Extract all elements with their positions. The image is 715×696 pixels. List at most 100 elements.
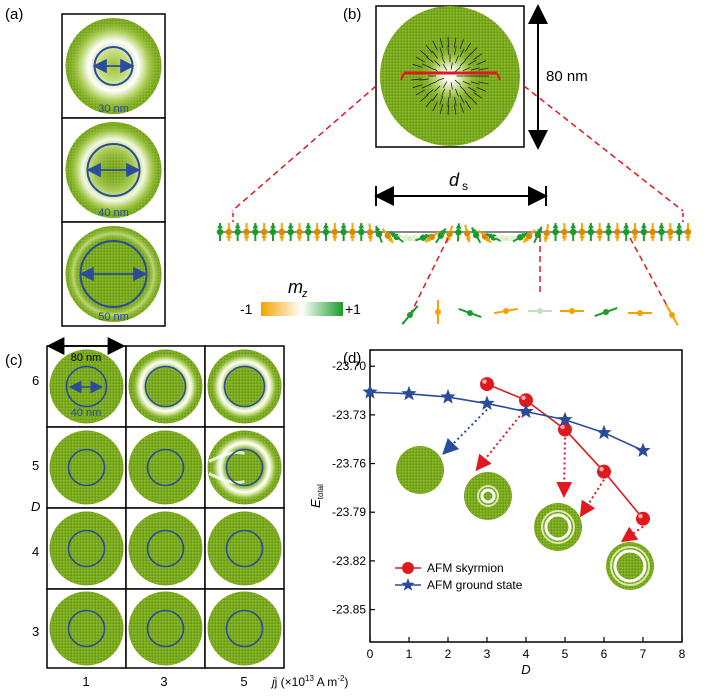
spin-arrow	[459, 85, 466, 92]
row-label-6: 6	[32, 373, 39, 388]
chain-atom	[384, 232, 391, 239]
chain-atom	[278, 228, 286, 236]
spin-arrow	[439, 47, 444, 56]
chain-atom	[596, 228, 603, 236]
spin-arrow	[459, 94, 465, 104]
chain-spin-head	[552, 223, 559, 229]
series-line	[369, 391, 644, 452]
spin-arrow	[442, 81, 448, 88]
data-point	[597, 464, 611, 479]
row-label-5: 5	[32, 458, 39, 473]
data-point	[401, 385, 417, 401]
grid-disk	[128, 511, 203, 586]
chain-atom	[375, 230, 383, 238]
chain-spin-head	[623, 223, 630, 229]
x-tick-label: 5	[562, 647, 569, 661]
spin-arrow	[447, 97, 449, 107]
grid-ring	[128, 349, 203, 424]
data-point	[479, 395, 495, 411]
chain-spin-head	[570, 223, 577, 229]
chain-spin-head	[375, 225, 381, 232]
chain-atom	[260, 228, 268, 236]
spin-arrow	[478, 67, 489, 71]
diameter-label-40: 40 nm	[98, 207, 129, 219]
chain-spin-head	[287, 223, 294, 229]
grid-core-circle	[146, 529, 185, 568]
panel-c-phase-grid	[46, 345, 285, 669]
y-tick-label: -23.70	[332, 359, 366, 373]
chain-spin-head	[685, 235, 691, 241]
grid-disk	[128, 591, 203, 666]
chain-atom	[508, 234, 515, 242]
spin-arrow	[441, 88, 446, 97]
diameter-label-30: 30 nm	[98, 103, 129, 115]
data-point	[480, 377, 494, 392]
detail-atom	[537, 308, 543, 314]
spin-arrow	[432, 101, 438, 112]
chain-atom	[649, 228, 656, 236]
chain-spin-head	[465, 236, 471, 243]
chain-atom	[234, 228, 241, 236]
spin-arrow	[419, 78, 429, 81]
x-tick-label: 0	[367, 647, 374, 661]
chain-spin-head	[367, 235, 374, 242]
spin-arrow	[426, 56, 434, 63]
chain-spin-head	[270, 223, 276, 229]
chain-atom	[517, 234, 524, 241]
chain-atom	[561, 228, 568, 236]
spin-arrow	[454, 66, 461, 73]
data-point-highlight	[560, 424, 565, 430]
spin-arrow	[442, 64, 448, 71]
spin-arrow	[439, 38, 444, 49]
grid-disk	[207, 511, 282, 586]
spin-arrow	[420, 94, 429, 102]
x-tick-label: 7	[640, 647, 647, 661]
grid-core-circle	[146, 609, 185, 648]
chain-spin-head	[640, 223, 647, 229]
chain-atom	[631, 228, 639, 236]
chain-atom	[614, 228, 621, 236]
chain-atom	[490, 234, 497, 241]
grid-disk	[49, 591, 124, 666]
chain-spin-head	[296, 235, 303, 241]
x-tick-label: 4	[523, 647, 530, 661]
grid-core-circle	[67, 609, 106, 648]
data-point	[518, 403, 534, 419]
diameter-label-50: 50 nm	[98, 311, 129, 323]
chain-atom	[349, 228, 356, 236]
chain-spin-head	[358, 223, 365, 229]
detail-atom	[503, 308, 509, 314]
chain-atom	[225, 228, 233, 236]
grid-core-circle	[67, 448, 106, 487]
chain-atom	[419, 234, 427, 241]
spin-arrow	[476, 60, 487, 65]
chain-spin-head	[243, 235, 250, 241]
legend-label: AFM skyrmion	[427, 561, 504, 575]
data-point-highlight	[521, 395, 526, 400]
chain-spin-head	[234, 223, 241, 229]
spin-arrow	[462, 80, 471, 85]
detail-atom	[637, 310, 643, 316]
spin-arrow	[447, 104, 449, 116]
spin-arrow	[447, 36, 449, 48]
legend-marker	[402, 562, 414, 574]
spin-arrow	[412, 84, 423, 89]
spin-arrow	[434, 60, 441, 67]
chain-spin-head	[406, 235, 412, 241]
spin-arrow	[462, 67, 471, 72]
spin-arrow	[425, 44, 433, 54]
inset-skyrmion	[606, 542, 654, 590]
chain-atom	[216, 228, 224, 236]
x-tick-label: 1	[406, 647, 413, 661]
spin-arrow	[453, 104, 457, 115]
chain-atom	[622, 228, 630, 236]
spin-arrow	[441, 55, 446, 64]
chain-spin-head	[587, 223, 594, 229]
chain-spin-head	[217, 223, 223, 229]
chain-spin-head	[349, 235, 356, 241]
lower-spin-detail	[401, 300, 679, 326]
colorbar-title: m	[288, 277, 303, 297]
chain-spin-head	[632, 235, 638, 241]
detail-atom	[467, 310, 473, 316]
